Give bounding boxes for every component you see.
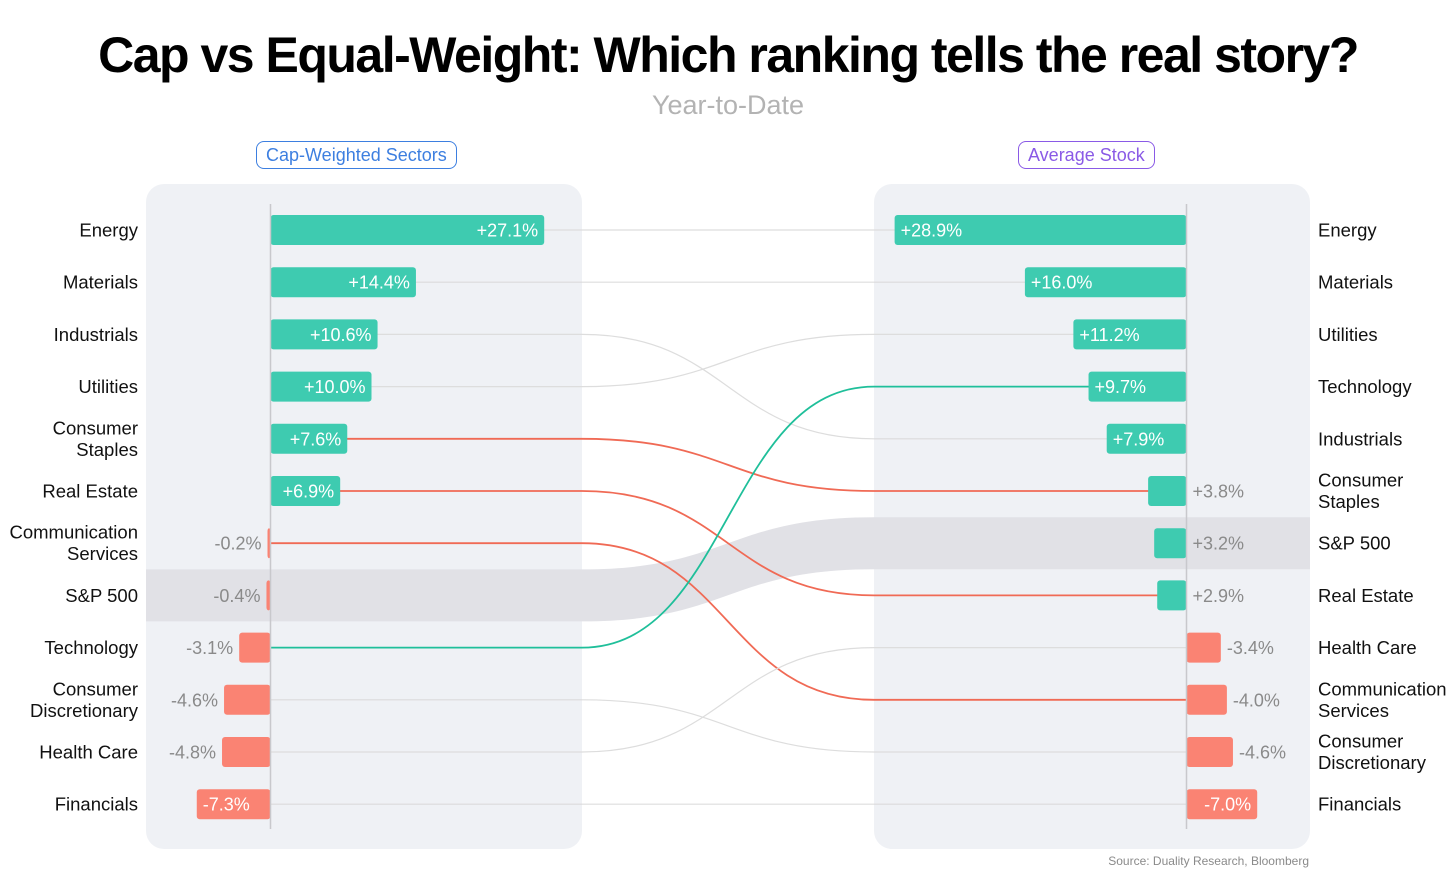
right-bar-technology: [1088, 371, 1187, 402]
left-value-industrials: +10.6%: [310, 325, 372, 345]
left-bar-financials: [196, 789, 271, 820]
right-category-utilities: Utilities: [1318, 324, 1378, 345]
right-category-technology: Technology: [1318, 376, 1412, 397]
left-category-consumer-staples: Consumer Staples: [53, 417, 138, 460]
link-consumer-staples: [270, 437, 1187, 492]
left-category-utilities: Utilities: [78, 376, 138, 397]
right-category-sp-500: S&P 500: [1318, 533, 1391, 554]
left-value-sp-500: -0.4%: [213, 586, 260, 606]
right-bar-sp-500: [1154, 528, 1187, 559]
left-category-financials: Financials: [55, 794, 138, 815]
link-consumer-discretionary: [270, 699, 1187, 753]
right-bar-materials: [1024, 267, 1187, 298]
right-bar-industrials: [1106, 423, 1187, 454]
left-category-real-estate: Real Estate: [42, 481, 138, 502]
benchmark-band-shape: [146, 517, 1310, 622]
right-category-energy: Energy: [1318, 220, 1377, 241]
left-panel-label: Cap-Weighted Sectors: [256, 141, 457, 169]
right-value-materials: +16.0%: [1031, 273, 1093, 293]
panel-backgrounds: [146, 184, 1310, 849]
left-category-sp-500: S&P 500: [65, 585, 138, 606]
right-panel: [874, 184, 1310, 849]
right-bar-consumer-discretionary: [1186, 737, 1233, 767]
chart-labels: +27.1% +14.4% +10.6% +10.0% +7.6% +6.9% -0.2% -…: [9, 220, 1446, 815]
right-bar-communication-services: [1186, 684, 1227, 715]
right-panel-label: Average Stock: [1018, 141, 1155, 169]
chart-title: Cap vs Equal-Weight: Which ranking tells…: [98, 27, 1359, 83]
right-value-real-estate: +2.9%: [1193, 586, 1245, 606]
right-value-consumer-staples: +3.8%: [1193, 482, 1245, 502]
link-technology: [270, 385, 1187, 649]
left-bar-health-care: [222, 737, 271, 767]
left-category-consumer-discretionary: Consumer Discretionary: [30, 678, 139, 721]
right-value-utilities: +11.2%: [1079, 325, 1139, 345]
left-bar-materials: [270, 267, 416, 298]
left-value-financials: -7.3%: [203, 795, 250, 815]
right-value-communication-services: -4.0%: [1233, 690, 1280, 710]
benchmark-band: [146, 517, 1310, 622]
left-value-utilities: +10.0%: [304, 377, 366, 397]
link-real-estate: [270, 490, 1187, 597]
left-bar-utilities: [270, 371, 372, 402]
chart-subtitle: Year-to-Date: [651, 90, 805, 120]
right-bar-consumer-staples: [1148, 476, 1187, 506]
left-bar-consumer-discretionary: [224, 684, 271, 715]
bars: [196, 215, 1258, 820]
left-value-technology: -3.1%: [186, 638, 233, 658]
left-value-energy: +27.1%: [477, 221, 539, 241]
link-industrials: [270, 333, 1187, 440]
left-category-health-care: Health Care: [39, 742, 138, 763]
right-bar-real-estate: [1157, 580, 1187, 611]
rank-change-lines: [270, 229, 1187, 805]
right-category-financials: Financials: [1318, 794, 1401, 815]
left-bar-consumer-staples: [270, 423, 348, 454]
right-bar-energy: [894, 215, 1187, 245]
right-category-materials: Materials: [1318, 272, 1393, 293]
source-note: Source: Duality Research, Bloomberg: [1108, 854, 1309, 868]
right-value-financials: -7.0%: [1204, 795, 1251, 815]
left-value-communication-services: -0.2%: [214, 534, 261, 554]
right-value-consumer-discretionary: -4.6%: [1239, 743, 1286, 763]
left-bar-real-estate: [270, 476, 341, 506]
right-category-industrials: Industrials: [1318, 428, 1402, 449]
right-value-health-care: -3.4%: [1227, 638, 1274, 658]
right-bar-health-care: [1186, 632, 1221, 663]
right-value-energy: +28.9%: [901, 221, 963, 241]
left-value-consumer-staples: +7.6%: [290, 429, 342, 449]
right-value-technology: +9.7%: [1095, 377, 1147, 397]
right-category-real-estate: Real Estate: [1318, 585, 1414, 606]
left-category-industrials: Industrials: [54, 324, 138, 345]
left-bar-industrials: [270, 319, 378, 350]
link-health-care: [270, 647, 1187, 753]
left-category-energy: Energy: [79, 220, 138, 241]
right-bar-financials: [1186, 789, 1258, 820]
left-value-health-care: -4.8%: [169, 743, 216, 763]
left-panel: [146, 184, 582, 849]
right-category-consumer-discretionary: Consumer Discretionary: [1318, 731, 1427, 774]
left-value-consumer-discretionary: -4.6%: [171, 690, 218, 710]
left-category-materials: Materials: [63, 272, 138, 293]
left-value-real-estate: +6.9%: [283, 482, 335, 502]
right-value-industrials: +7.9%: [1113, 429, 1165, 449]
zero-axes: [269, 204, 1188, 829]
right-category-communication-services: Communication Services: [1318, 678, 1447, 721]
right-value-sp-500: +3.2%: [1193, 534, 1245, 554]
link-utilities: [270, 333, 1187, 388]
left-category-communication-services: Communication Services: [9, 522, 138, 565]
left-value-materials: +14.4%: [348, 273, 410, 293]
right-category-health-care: Health Care: [1318, 637, 1417, 658]
left-category-technology: Technology: [44, 637, 138, 658]
left-bar-technology: [239, 632, 271, 663]
right-bar-utilities: [1073, 319, 1187, 350]
link-communication-services: [270, 542, 1187, 701]
left-bar-energy: [270, 215, 545, 245]
right-category-consumer-staples: Consumer Staples: [1318, 470, 1403, 513]
left-bar-sp-500: [266, 580, 271, 611]
